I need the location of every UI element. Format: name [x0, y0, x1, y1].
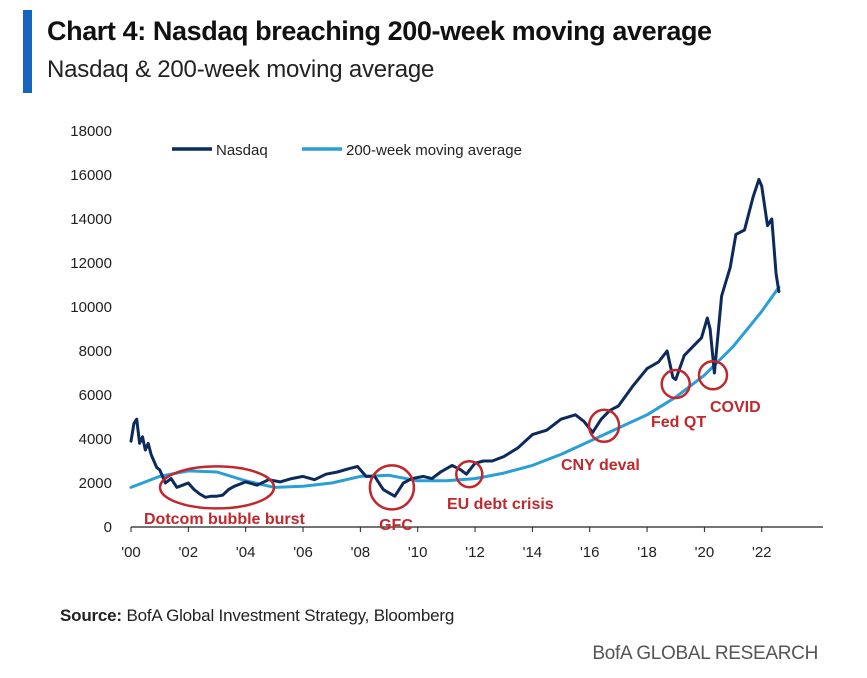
y-axis: 0 2000 4000 6000 8000 10000 12000 14000 16000 180…: [70, 123, 112, 536]
x-tick-label: '20: [695, 544, 715, 561]
x-tick-label: '18: [637, 544, 657, 561]
annotation-label: CNY deval: [561, 457, 640, 474]
annotation-circle: [455, 459, 484, 489]
annotation-label: COVID: [710, 399, 761, 416]
moving-average-line: [129, 285, 781, 489]
legend-label-nasdaq: Nasdaq: [216, 142, 268, 159]
x-tick-label: '10: [408, 544, 428, 561]
legend-label-moving-average: 200-week moving average: [346, 142, 522, 159]
legend: Nasdaq 200-week moving average: [172, 142, 522, 159]
y-tick-label: 16000: [70, 167, 112, 184]
x-tick-label: '22: [752, 544, 772, 561]
x-tick-label: '02: [179, 544, 199, 561]
x-tick-label: '16: [580, 544, 600, 561]
y-tick-label: 10000: [70, 299, 112, 316]
x-tick-label: '00: [121, 544, 141, 561]
y-tick-label: 0: [104, 519, 112, 536]
y-tick-label: 6000: [79, 387, 112, 404]
x-tick-label: '04: [236, 544, 256, 561]
annotation-layer: Dotcom bubble burst GFC EU debt crisis CNY …: [144, 359, 761, 534]
source-text: BofA Global Investment Strategy, Bloombe…: [126, 606, 455, 625]
x-axis: '00 '02 '04 '06 '08 '10 '12 '14 '16 '18 '20 '22: [121, 526, 823, 561]
chart-subtitle: Nasdaq & 200-week moving average: [47, 56, 435, 83]
chart-canvas: Nasdaq 200-week moving average 0 2000 4000 6…: [70, 123, 823, 561]
y-tick-label: 12000: [70, 255, 112, 272]
nasdaq-line: [129, 177, 781, 499]
title-accent-bar: [23, 10, 32, 93]
annotation-circle: [587, 408, 621, 444]
x-tick-label: '12: [465, 544, 485, 561]
series-layer: [129, 177, 781, 499]
annotation-label: EU debt crisis: [447, 496, 554, 513]
annotation-circle: [697, 359, 729, 391]
annotation-circle: [158, 465, 276, 510]
x-tick-label: '06: [293, 544, 313, 561]
chart-title: Chart 4: Nasdaq breaching 200-week movin…: [47, 16, 712, 46]
annotation-circle: [660, 368, 691, 400]
y-tick-label: 4000: [79, 431, 112, 448]
source-note: Source: BofA Global Investment Strategy,…: [60, 606, 454, 626]
y-tick-label: 14000: [70, 211, 112, 228]
annotation-label: Dotcom bubble burst: [144, 511, 306, 528]
annotation-label: GFC: [379, 517, 413, 534]
annotation-label: Fed QT: [651, 414, 706, 431]
annotation-circle: [368, 464, 416, 511]
y-tick-label: 8000: [79, 343, 112, 360]
x-tick-label: '14: [523, 544, 543, 561]
brand-label: BofA GLOBAL RESEARCH: [592, 643, 818, 664]
x-tick-label: '08: [351, 544, 371, 561]
y-tick-label: 18000: [70, 123, 112, 140]
y-tick-label: 2000: [79, 475, 112, 492]
source-label: Source:: [60, 606, 122, 625]
